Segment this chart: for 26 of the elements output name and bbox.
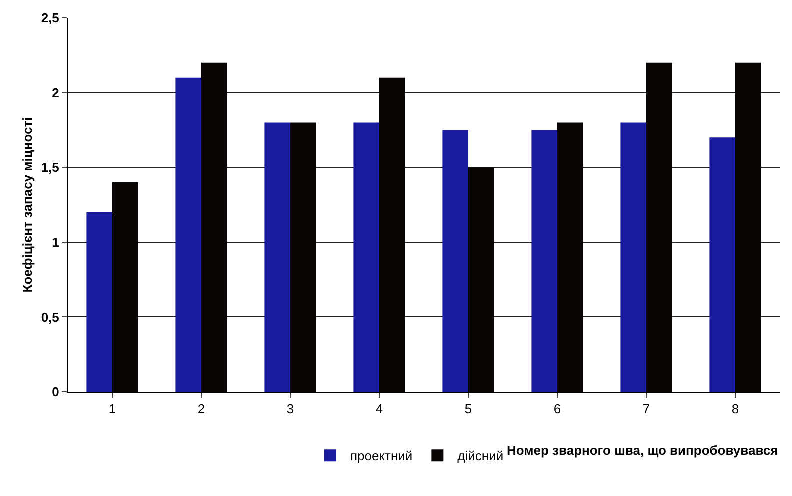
- bar: [532, 130, 558, 392]
- x-tick-label: 4: [376, 402, 384, 417]
- bar: [264, 122, 290, 392]
- y-tick-label: 1: [52, 234, 60, 250]
- bar: [176, 78, 202, 392]
- x-tick-label: 2: [198, 402, 206, 417]
- y-tick-label: 0: [52, 384, 60, 400]
- y-tick-label: 1,5: [41, 160, 60, 176]
- bar: [620, 122, 646, 392]
- y-tick-label: 0,5: [41, 310, 60, 325]
- legend-label: проектний: [350, 448, 413, 464]
- bar: [442, 130, 468, 392]
- x-tick-label: 3: [286, 402, 294, 417]
- x-tick-label: 7: [642, 402, 650, 417]
- bar: [710, 138, 736, 392]
- bar: [86, 212, 112, 392]
- legend-label: дійсний: [458, 448, 504, 464]
- x-axis-title: Номер зварного шва, що випробовувався: [507, 443, 778, 458]
- y-tick-label: 2,5: [41, 10, 60, 26]
- y-tick-label: 2: [52, 85, 60, 100]
- x-tick-label: 5: [464, 402, 472, 417]
- y-axis-title: Коефіцієнт запасу міцності: [20, 117, 35, 293]
- x-tick-label: 6: [554, 402, 562, 417]
- x-tick-label: 1: [108, 402, 116, 417]
- x-tick-label: 8: [732, 402, 740, 417]
- bar: [354, 122, 380, 392]
